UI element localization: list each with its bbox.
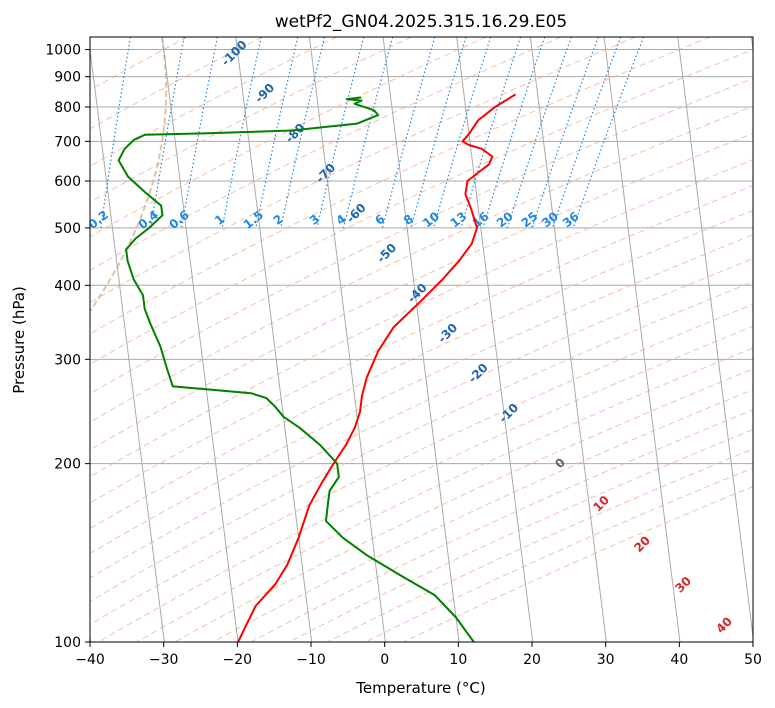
isotherm-line [750, 37, 753, 54]
chart-title: wetPf2_GN04.2025.315.16.29.E05 [275, 12, 567, 32]
x-tick-label: −40 [75, 652, 105, 668]
y-tick-label: 700 [54, 134, 81, 150]
isotherm-line [308, 37, 386, 642]
x-tick-label: 50 [744, 652, 762, 668]
dry-adiabat-line [90, 37, 263, 130]
dry-adiabat-line [97, 325, 753, 642]
mixing-ratio-line [433, 37, 492, 229]
mixing-ratio-line [255, 37, 299, 229]
mixing-ratio-line [280, 37, 326, 229]
y-tick-label: 900 [54, 70, 81, 86]
y-tick-label: 200 [54, 457, 81, 473]
y-axis-title: Pressure (hPa) [10, 286, 28, 394]
dry-adiabat-line [90, 184, 753, 504]
mixing-ratio-line [54, 37, 80, 228]
temperature-profile-line [237, 93, 517, 642]
isotherm-line [529, 37, 607, 642]
isotherm-line [161, 37, 239, 642]
dry-adiabat-line [90, 37, 412, 203]
dry-adiabat-line [90, 105, 753, 423]
x-tick-label: −20 [223, 652, 253, 668]
x-tick-label: 30 [597, 652, 615, 668]
mixing-ratio-line [551, 37, 622, 229]
y-tick-label: 400 [54, 278, 81, 294]
dry-adiabat-line [90, 257, 753, 579]
mixing-ratio-line [181, 37, 218, 229]
mixing-ratio-line [572, 37, 645, 229]
mixing-ratio-line [531, 37, 599, 229]
dry-adiabat-line [90, 37, 337, 167]
isotherm-line [456, 37, 534, 642]
dry-adiabat-line [90, 37, 636, 304]
isotherm-line [603, 37, 681, 642]
dry-adiabat-line [90, 209, 753, 530]
background-lines [54, 37, 753, 642]
dry-adiabat-line [90, 37, 561, 271]
mixing-ratio-line [381, 37, 436, 229]
dry-adiabat-line [90, 48, 753, 365]
x-tick-label: 10 [449, 652, 467, 668]
sounding-profiles [117, 93, 517, 642]
y-axis: 100 200 300 400 500 600 700 800 900 1000 [45, 43, 90, 651]
isotherm-line [677, 37, 753, 641]
isopleth-line [90, 37, 168, 313]
x-tick-label: 40 [670, 652, 688, 668]
dry-adiabat-line [135, 347, 753, 642]
y-tick-label: 600 [54, 174, 81, 190]
mixing-ratio-line [460, 37, 522, 229]
x-axis-title: Temperature (°C) [355, 679, 485, 697]
mixing-ratio-line [482, 37, 546, 229]
dry-adiabat-line [90, 37, 711, 335]
isotherm-line [235, 37, 313, 642]
y-tick-label: 800 [54, 100, 81, 116]
dewpoint-profile-line [117, 96, 475, 642]
x-tick-label: −10 [296, 652, 326, 668]
x-axis: −40 −30 −20 −10 0 10 20 30 40 50 [75, 642, 762, 668]
y-tick-label: 500 [54, 221, 81, 237]
y-tick-label: 300 [54, 352, 81, 368]
y-tick-label: 1000 [45, 43, 81, 59]
y-tick-label: 100 [54, 635, 81, 651]
x-tick-label: 20 [523, 652, 541, 668]
dry-adiabat-line [211, 389, 753, 642]
isotherm-line [382, 37, 460, 642]
mixing-ratio-line [316, 37, 365, 229]
x-tick-label: −30 [149, 652, 179, 668]
mixing-ratio-line [221, 37, 262, 229]
mixing-ratio-line [100, 37, 132, 228]
plot-frame [89, 36, 754, 643]
mixing-ratio-line [506, 37, 572, 229]
mixing-ratio-line [342, 37, 394, 229]
dry-adiabat-line [90, 37, 487, 238]
x-tick-label: 0 [380, 652, 389, 668]
mixing-ratio-line [410, 37, 467, 229]
dry-adiabat-line [90, 281, 753, 602]
isotherm-line [90, 45, 165, 642]
